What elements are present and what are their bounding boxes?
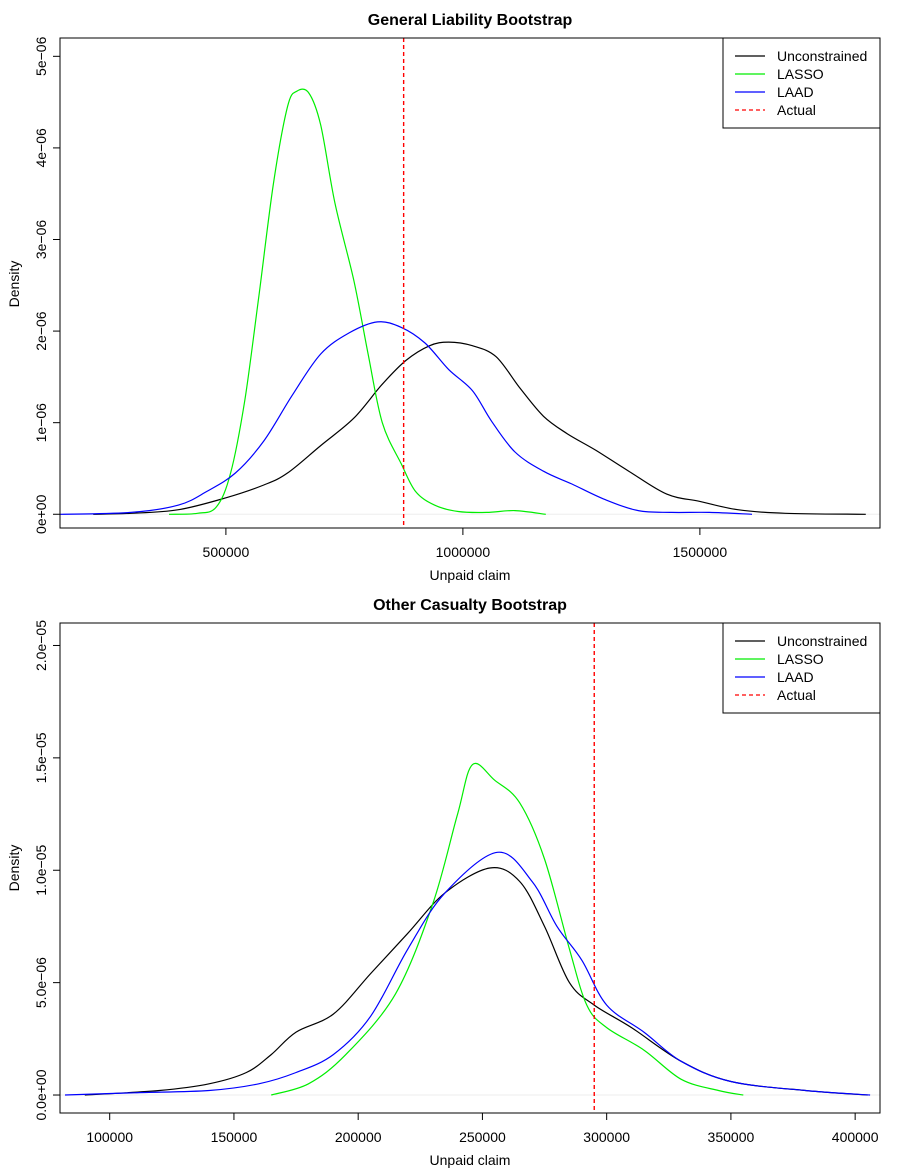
y-tick-label: 5.0e−06 [33, 957, 49, 1008]
x-axis-label: Unpaid claim [430, 567, 511, 583]
x-tick-label: 100000 [86, 1129, 133, 1145]
x-tick-label: 1000000 [436, 544, 491, 560]
y-tick-label: 1.0e−05 [33, 844, 49, 895]
series-group [60, 762, 880, 1096]
legend: Unconstrained LASSO LAAD Actual [722, 37, 881, 129]
legend-label-actual: Actual [777, 687, 816, 703]
x-tick-label: 350000 [708, 1129, 755, 1145]
x-axis-label: Unpaid claim [430, 1152, 511, 1168]
series-line-unconstrained [84, 867, 868, 1096]
y-axis-label: Density [6, 845, 22, 892]
legend-label-laad: LAAD [777, 669, 814, 685]
y-tick-label: 1e−06 [33, 403, 49, 443]
x-tick-label: 400000 [832, 1129, 879, 1145]
legend-label-unconstrained: Unconstrained [777, 633, 867, 649]
series-group [59, 88, 880, 515]
legend-box [722, 622, 881, 714]
x-tick-label: 1500000 [673, 544, 728, 560]
y-tick-label: 4e−06 [33, 128, 49, 168]
x-tick-label: 500000 [203, 544, 250, 560]
series-line-lasso [271, 762, 744, 1096]
y-tick-label: 1.5e−05 [33, 732, 49, 783]
y-tick-label: 0e+00 [33, 494, 49, 534]
y-axis-ticks: 0e+00 1e−06 2e−06 3e−06 4e−06 5e−06 [33, 36, 61, 534]
x-tick-label: 200000 [335, 1129, 382, 1145]
legend: Unconstrained LASSO LAAD Actual [722, 622, 881, 714]
chart-panel-other-casualty: Other Casualty Bootstrap Unpaid claim De… [6, 597, 881, 1168]
plot-frame [59, 622, 881, 1114]
x-axis-ticks: 500000 1000000 1500000 [203, 527, 728, 560]
y-axis-label: Density [6, 261, 22, 308]
legend-label-lasso: LASSO [777, 651, 824, 667]
y-axis-ticks: 0.0e+00 5.0e−06 1.0e−05 1.5e−05 2.0e−05 [33, 620, 61, 1121]
y-tick-label: 3e−06 [33, 220, 49, 260]
x-tick-label: 150000 [211, 1129, 258, 1145]
legend-box [722, 37, 881, 129]
legend-label-unconstrained: Unconstrained [777, 48, 867, 64]
legend-label-laad: LAAD [777, 84, 814, 100]
legend-label-actual: Actual [777, 102, 816, 118]
series-line-laad [64, 851, 871, 1096]
y-tick-label: 5e−06 [33, 36, 49, 76]
series-line-laad [59, 321, 753, 515]
x-tick-label: 250000 [459, 1129, 506, 1145]
y-tick-label: 2e−06 [33, 311, 49, 351]
chart-title: Other Casualty Bootstrap [373, 597, 567, 614]
x-axis-ticks: 100000 150000 200000 250000 300000 350000 4000… [86, 1112, 879, 1145]
chart-title: General Liability Bootstrap [368, 12, 573, 29]
plot-frame [59, 37, 881, 529]
legend-label-lasso: LASSO [777, 66, 824, 82]
y-tick-label: 2.0e−05 [33, 620, 49, 671]
series-line-unconstrained [93, 341, 866, 515]
series-line-lasso [168, 88, 546, 515]
chart-panel-general-liability: General Liability Bootstrap Unpaid claim… [6, 12, 881, 583]
y-tick-label: 0.0e+00 [33, 1069, 49, 1120]
x-tick-label: 300000 [583, 1129, 630, 1145]
